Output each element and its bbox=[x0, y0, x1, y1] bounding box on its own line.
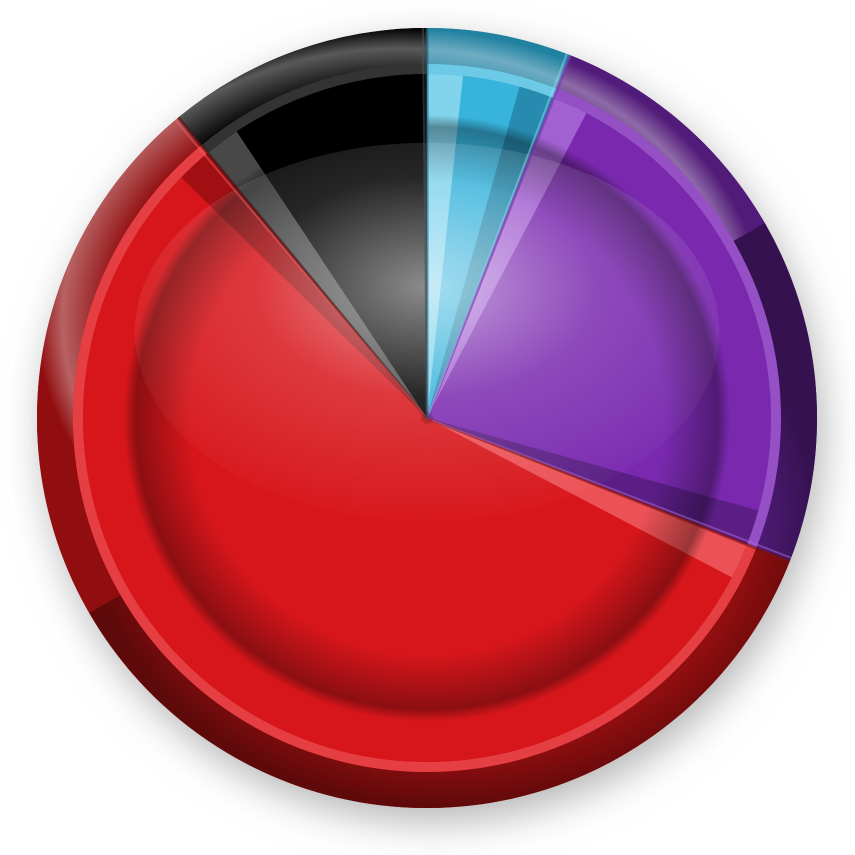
pie-chart bbox=[0, 0, 855, 855]
pie-chart-container bbox=[0, 0, 855, 855]
